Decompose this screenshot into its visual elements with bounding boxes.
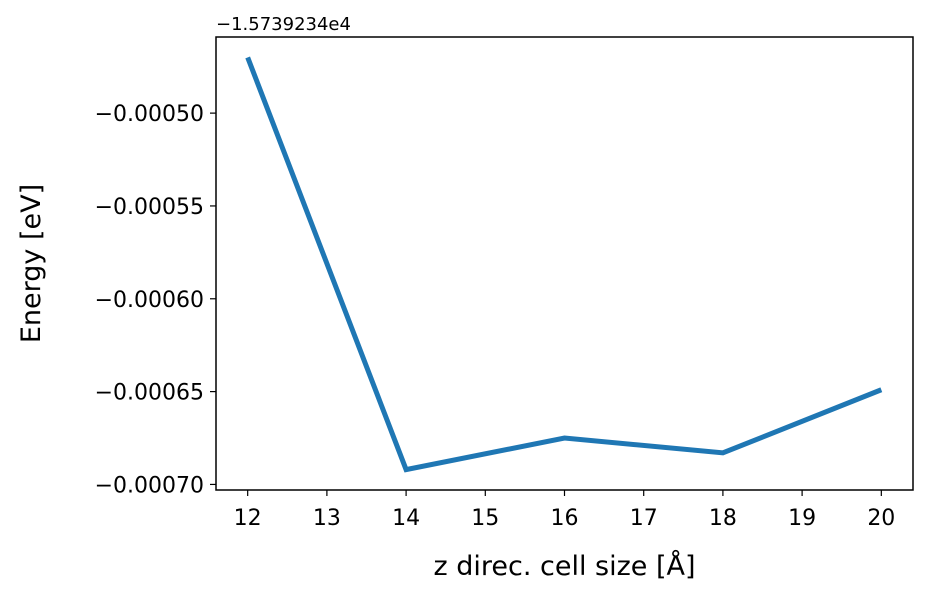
series-line xyxy=(245,56,883,473)
y-axis-label: Energy [eV] xyxy=(16,184,47,343)
x-tick-label: 20 xyxy=(867,506,895,531)
x-axis-label: z direc. cell size [Å] xyxy=(433,550,695,582)
y-tick-label: −0.00070 xyxy=(95,473,204,498)
y-tick-label: −0.00060 xyxy=(95,288,204,313)
x-tick-label: 13 xyxy=(313,506,341,531)
y-axis-ticks: −0.00050 −0.00055 −0.00060 −0.00065 −0.00070 xyxy=(95,102,216,498)
y-tick-label: −0.00065 xyxy=(95,381,204,406)
x-tick-label: 18 xyxy=(709,506,737,531)
x-tick-label: 19 xyxy=(788,506,816,531)
plot-frame xyxy=(215,36,914,491)
y-offset-label: −1.5739234e4 xyxy=(216,14,351,35)
series-layer xyxy=(245,56,883,473)
x-tick-label: 15 xyxy=(471,506,499,531)
x-tick-label: 14 xyxy=(392,506,420,531)
x-tick-label: 17 xyxy=(630,506,658,531)
x-tick-label: 16 xyxy=(551,506,579,531)
x-axis-ticks: 12 13 14 15 16 17 18 19 20 xyxy=(234,490,895,531)
y-tick-label: −0.00055 xyxy=(95,195,204,220)
plot-area xyxy=(216,37,913,490)
y-tick-label: −0.00050 xyxy=(95,102,204,127)
x-tick-label: 12 xyxy=(234,506,262,531)
